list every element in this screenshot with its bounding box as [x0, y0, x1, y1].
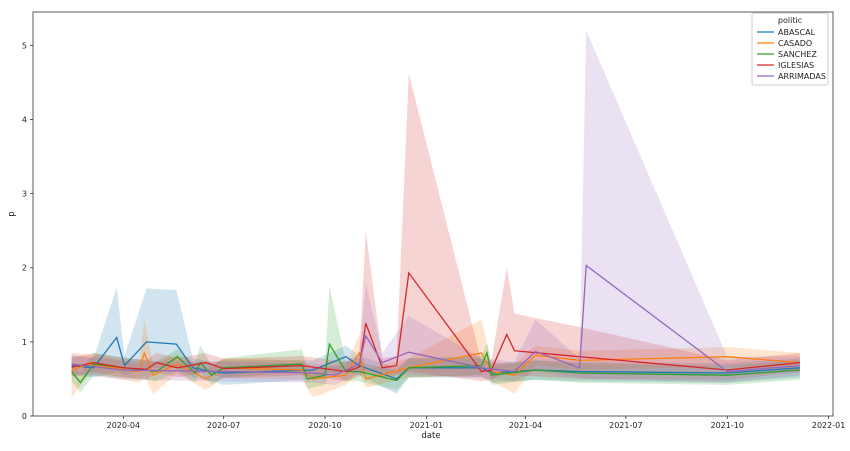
ci-band-iglesias	[71, 73, 800, 382]
legend-item: SANCHEZ	[778, 50, 817, 59]
legend: politic ABASCAL CASADO SANCHEZ IGLESIAS ARRI…	[751, 12, 829, 86]
legend-item: ARRIMADAS	[778, 72, 826, 81]
y-axis-label: p	[7, 211, 17, 216]
legend-title: politic	[778, 16, 802, 25]
x-axis-label: date	[421, 431, 440, 441]
ci-bands	[71, 30, 800, 398]
x-tick-label: 2020-04	[107, 421, 140, 430]
y-axis: 0 1 2 3 4 5	[22, 41, 33, 421]
series-line-sanchez	[71, 342, 800, 384]
series-line-casado	[71, 351, 800, 380]
x-tick-label: 2022-01	[812, 421, 845, 430]
x-tick-label: 2021-07	[609, 421, 642, 430]
y-tick-label: 5	[22, 41, 27, 50]
x-axis: 2020-04 2020-07 2020-10 2021-01 2021-04 2021-…	[107, 416, 845, 430]
x-tick-label: 2021-04	[509, 421, 542, 430]
ci-band-arrimadas	[71, 30, 800, 385]
y-tick-label: 4	[22, 115, 27, 124]
plot-frame	[32, 11, 834, 417]
series-line-iglesias	[71, 271, 800, 373]
series-lines	[71, 264, 800, 384]
legend-item: IGLESIAS	[778, 61, 814, 70]
x-tick-label: 2021-01	[410, 421, 443, 430]
x-tick-label: 2020-10	[308, 421, 341, 430]
series-line-arrimadas	[71, 264, 800, 376]
legend-box	[751, 12, 829, 86]
legend-item: ABASCAL	[778, 28, 816, 37]
x-tick-label: 2021-10	[710, 421, 743, 430]
legend-item: CASADO	[778, 39, 812, 48]
y-tick-label: 1	[22, 338, 27, 347]
y-tick-label: 3	[22, 190, 27, 199]
y-tick-label: 0	[22, 412, 27, 421]
x-tick-label: 2020-07	[207, 421, 240, 430]
y-tick-label: 2	[22, 264, 27, 273]
